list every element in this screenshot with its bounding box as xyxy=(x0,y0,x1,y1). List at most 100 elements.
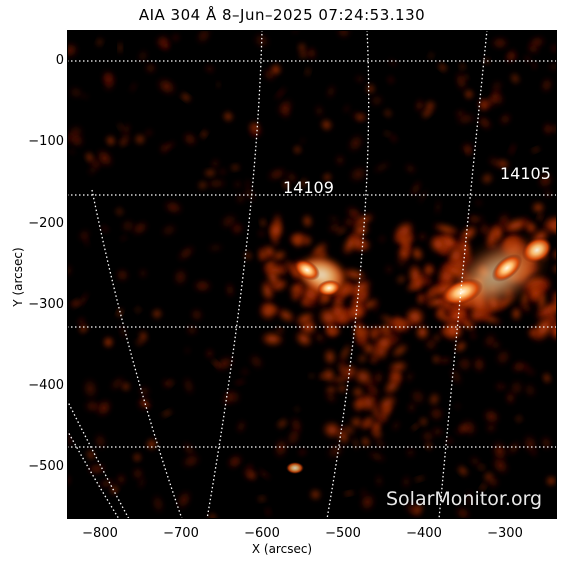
emission-blob xyxy=(180,453,202,469)
emission-blob xyxy=(119,322,127,341)
y-tick-label: −100 xyxy=(28,134,64,149)
emission-blob xyxy=(146,438,157,450)
emission-blob xyxy=(185,324,199,336)
emission-blob xyxy=(301,235,313,247)
emission-blob xyxy=(265,506,271,518)
emission-blob xyxy=(309,373,314,379)
emission-blob xyxy=(489,340,502,350)
emission-blob xyxy=(291,234,305,248)
x-tick-label: −700 xyxy=(163,526,199,541)
emission-blob xyxy=(442,319,465,342)
emission-blob xyxy=(101,69,116,85)
emission-blob xyxy=(417,293,425,306)
emission-blob xyxy=(245,177,251,191)
emission-blob xyxy=(412,502,424,516)
emission-blob xyxy=(349,416,363,429)
emission-blob xyxy=(268,219,284,241)
emission-blob xyxy=(455,70,467,93)
emission-blob xyxy=(420,417,427,426)
emission-blob xyxy=(402,474,410,489)
emission-blob xyxy=(71,299,82,308)
emission-blob xyxy=(326,83,336,100)
x-axis-label: X (arcsec) xyxy=(251,542,313,556)
emission-blob xyxy=(203,169,217,176)
x-tick-label: −600 xyxy=(244,526,280,541)
emission-blob xyxy=(355,324,367,342)
emission-blob xyxy=(522,433,538,455)
emission-blob xyxy=(325,441,345,461)
emission-blob xyxy=(101,225,109,233)
emission-blob xyxy=(447,244,466,267)
emission-blob xyxy=(396,275,406,284)
emission-blob xyxy=(387,75,395,85)
emission-blob xyxy=(133,453,141,462)
active-region-label-14109: 14109 xyxy=(283,178,334,197)
emission-blob xyxy=(508,141,517,158)
emission-blob xyxy=(352,397,366,409)
emission-blob xyxy=(162,377,170,390)
emission-blob xyxy=(294,259,320,281)
emission-blob xyxy=(384,131,391,136)
emission-blob xyxy=(526,44,541,54)
emission-blob xyxy=(541,435,552,451)
watermark: SolarMonitor.org xyxy=(386,488,543,510)
emission-blob xyxy=(83,232,90,249)
emission-blob xyxy=(116,473,126,486)
emission-blob xyxy=(120,219,136,233)
emission-blob xyxy=(87,164,99,176)
emission-blob xyxy=(460,418,478,437)
emission-blob xyxy=(342,425,356,435)
emission-blob xyxy=(411,246,424,261)
emission-blob xyxy=(414,476,425,482)
emission-blob xyxy=(294,146,301,154)
emission-blob xyxy=(490,37,510,50)
emission-blob xyxy=(276,327,284,333)
emission-blob xyxy=(359,492,376,512)
emission-blob xyxy=(248,471,257,480)
emission-blob xyxy=(343,104,351,114)
emission-blob xyxy=(299,51,308,58)
emission-blob xyxy=(183,375,194,397)
emission-blob xyxy=(160,223,178,237)
emission-blob xyxy=(69,148,76,155)
emission-blob xyxy=(115,207,124,216)
emission-blob xyxy=(288,282,304,295)
emission-blob xyxy=(68,86,84,99)
emission-blob xyxy=(171,33,180,42)
emission-blob xyxy=(406,447,415,458)
emission-blob xyxy=(137,49,148,63)
emission-blob xyxy=(180,93,192,102)
emission-blob xyxy=(206,244,225,252)
grid-line-longitude xyxy=(326,30,370,519)
emission-blob xyxy=(537,212,543,222)
emission-blob xyxy=(273,436,289,460)
emission-blob xyxy=(95,148,114,169)
emission-blob xyxy=(432,223,461,236)
emission-blob xyxy=(353,367,374,386)
emission-blob xyxy=(406,282,419,292)
grid-line-longitude xyxy=(91,189,183,519)
emission-blob xyxy=(200,130,208,139)
emission-blob xyxy=(176,244,196,262)
emission-blob xyxy=(110,485,119,495)
emission-blob xyxy=(409,388,426,406)
emission-blob xyxy=(435,304,447,320)
emission-blob xyxy=(248,353,264,370)
emission-blob xyxy=(497,383,509,391)
emission-blob xyxy=(435,357,454,364)
emission-blob xyxy=(429,406,444,421)
emission-blob xyxy=(366,451,388,462)
grid-line-longitude xyxy=(67,429,120,519)
emission-blob xyxy=(240,367,250,376)
emission-blob xyxy=(501,217,531,234)
emission-blob xyxy=(336,30,351,39)
emission-blob xyxy=(223,111,233,122)
emission-blob xyxy=(118,123,124,131)
emission-blob xyxy=(440,278,484,306)
emission-blob xyxy=(377,394,398,412)
emission-blob xyxy=(67,474,71,486)
emission-blob xyxy=(161,40,171,51)
emission-blob xyxy=(347,133,365,154)
emission-blob xyxy=(144,62,157,74)
emission-blob xyxy=(106,135,115,146)
